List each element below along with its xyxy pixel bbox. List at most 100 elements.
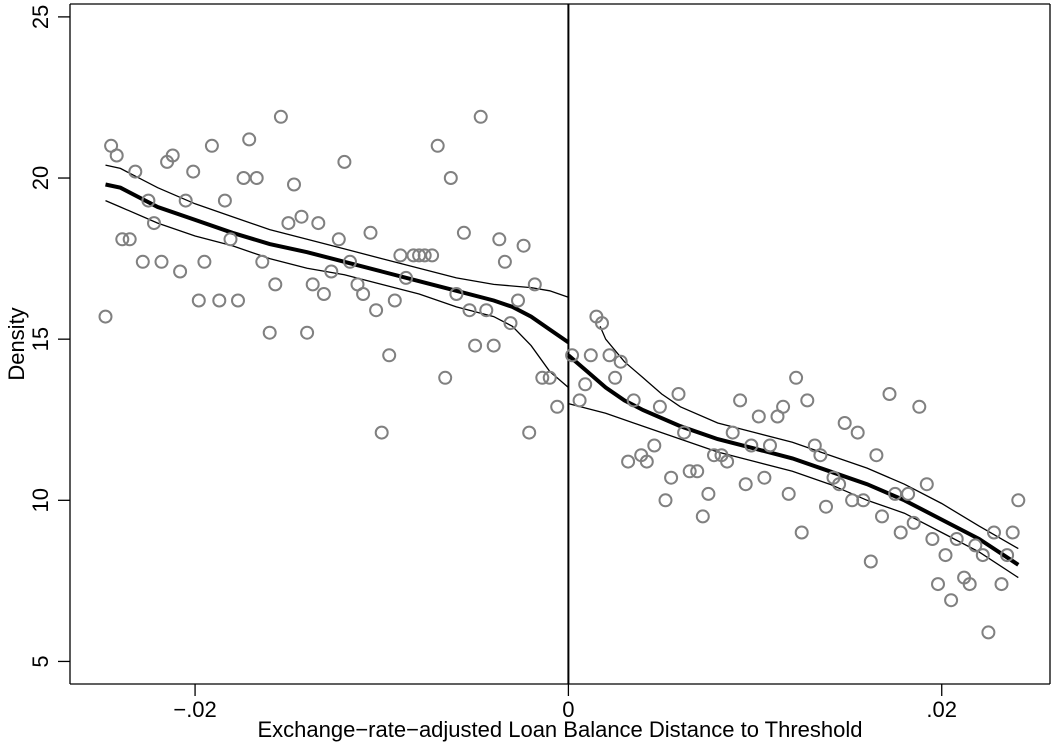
data-point	[223, 232, 238, 247]
ci-lower-left-line	[105, 200, 569, 388]
data-point	[602, 348, 617, 363]
data-point	[109, 148, 124, 163]
data-point	[949, 532, 964, 546]
data-point	[369, 303, 384, 318]
data-point	[906, 515, 921, 530]
data-point	[639, 454, 654, 469]
y-axis-title: Density	[4, 307, 29, 380]
data-point	[583, 348, 598, 363]
data-point	[287, 177, 301, 192]
data-point	[462, 303, 477, 318]
data-point	[115, 232, 130, 247]
data-point	[800, 393, 815, 408]
data-point	[141, 193, 156, 208]
data-point	[249, 171, 264, 185]
data-point	[98, 309, 113, 324]
data-point	[393, 248, 408, 263]
data-point	[912, 399, 927, 414]
data-point	[813, 448, 828, 463]
data-point	[212, 293, 227, 308]
data-point	[486, 338, 501, 353]
axes	[69, 3, 1051, 685]
data-point	[456, 225, 471, 240]
data-point	[652, 399, 667, 414]
data-point	[893, 525, 908, 540]
ci-lower-right-line	[568, 402, 1019, 579]
data-point	[1005, 525, 1020, 540]
data-point	[382, 348, 397, 363]
data-point	[789, 370, 804, 385]
data-point	[343, 254, 357, 269]
data-point	[875, 509, 889, 524]
data-point	[511, 293, 525, 308]
data-point	[430, 138, 445, 153]
data-point	[236, 171, 251, 185]
data-point	[425, 248, 440, 263]
data-point	[550, 399, 565, 414]
data-point	[186, 164, 201, 179]
data-point	[882, 387, 897, 401]
data-point	[468, 338, 483, 353]
data-point	[374, 425, 389, 440]
data-point	[273, 109, 288, 124]
data-point	[944, 593, 959, 608]
data-point	[720, 454, 735, 469]
data-point	[173, 264, 188, 279]
data-point	[869, 448, 884, 463]
data-point	[744, 438, 759, 453]
data-point	[337, 154, 352, 169]
fit-left-line	[105, 182, 570, 345]
data-point	[658, 493, 673, 508]
data-point	[981, 625, 996, 640]
data-point	[856, 493, 871, 508]
data-point	[994, 577, 1009, 592]
data-point	[443, 171, 458, 185]
data-point	[417, 248, 432, 263]
data-point	[763, 438, 777, 453]
data-point	[479, 303, 494, 318]
data-point	[938, 548, 953, 563]
data-point	[733, 393, 748, 408]
data-point	[449, 287, 464, 301]
data-point	[626, 393, 641, 408]
data-point	[294, 209, 309, 224]
data-point	[399, 270, 413, 285]
data-point	[204, 138, 219, 153]
data-point	[165, 148, 180, 163]
data-point	[832, 477, 847, 492]
x-tick-label: 0	[562, 697, 574, 722]
data-point	[492, 232, 507, 247]
data-point	[268, 277, 283, 292]
data-point	[794, 525, 809, 540]
x-tick-label: .02	[926, 697, 957, 722]
fit-right-line	[567, 353, 1020, 567]
data-point	[197, 254, 212, 269]
data-point	[128, 164, 143, 179]
data-point	[595, 316, 609, 331]
data-point	[122, 232, 137, 247]
data-point	[316, 287, 331, 301]
data-point	[919, 477, 934, 492]
data-point	[324, 264, 339, 279]
data-point	[191, 293, 206, 308]
data-point	[751, 409, 766, 424]
data-point	[738, 477, 753, 492]
data-point	[968, 538, 983, 553]
data-point	[387, 293, 402, 308]
data-point	[147, 216, 161, 231]
data-point	[305, 277, 320, 292]
data-point	[242, 132, 257, 147]
data-point	[300, 325, 315, 340]
data-point	[154, 254, 169, 269]
y-tick-label: 15	[28, 327, 53, 351]
data-point	[473, 109, 488, 124]
data-point	[135, 254, 150, 269]
data-point	[621, 454, 636, 469]
data-point	[837, 416, 852, 430]
data-point	[1000, 548, 1015, 563]
data-point	[503, 316, 518, 331]
data-point	[363, 225, 378, 240]
data-point	[781, 486, 796, 501]
data-point	[863, 554, 878, 569]
